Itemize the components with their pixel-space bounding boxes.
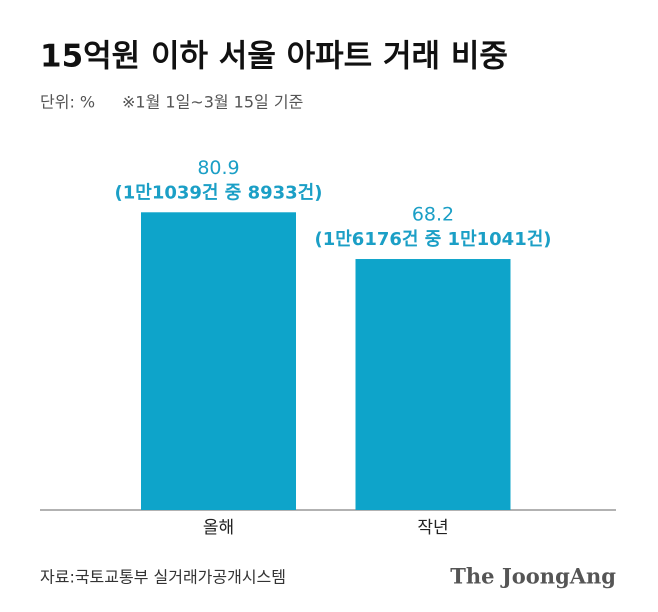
- x-tick-label: 작년: [417, 518, 448, 538]
- source: 자료:국토교통부 실거래가공개시스템: [40, 568, 286, 587]
- x-tick-label: 올해: [203, 518, 234, 538]
- note: ※1월 1일~3월 15일 기준: [122, 93, 303, 112]
- bar: [355, 259, 511, 510]
- unit: 단위: %: [40, 93, 95, 112]
- chart-title: 15억원 이하 서울 아파트 거래 비중: [40, 39, 508, 75]
- value-label: 68.2: [412, 204, 454, 226]
- value-label: 80.9: [197, 157, 239, 179]
- brand: The JoongAng: [450, 564, 616, 589]
- bar: [141, 212, 296, 510]
- annotation: (1만6176건 중 1만1041건): [314, 229, 551, 250]
- annotation: (1만1039건 중 8933건): [115, 182, 323, 203]
